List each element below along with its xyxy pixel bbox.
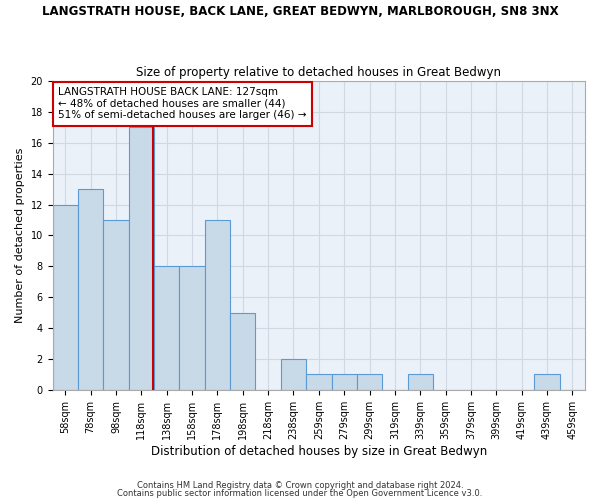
Bar: [535, 374, 560, 390]
Bar: [205, 220, 230, 390]
Bar: [154, 266, 179, 390]
Y-axis label: Number of detached properties: Number of detached properties: [15, 148, 25, 323]
Bar: [281, 359, 306, 390]
Bar: [78, 189, 103, 390]
Bar: [407, 374, 433, 390]
Bar: [53, 204, 78, 390]
Title: Size of property relative to detached houses in Great Bedwyn: Size of property relative to detached ho…: [136, 66, 502, 78]
Bar: [306, 374, 332, 390]
Text: LANGSTRATH HOUSE BACK LANE: 127sqm
← 48% of detached houses are smaller (44)
51%: LANGSTRATH HOUSE BACK LANE: 127sqm ← 48%…: [58, 87, 307, 120]
X-axis label: Distribution of detached houses by size in Great Bedwyn: Distribution of detached houses by size …: [151, 444, 487, 458]
Bar: [103, 220, 129, 390]
Bar: [230, 312, 256, 390]
Bar: [357, 374, 382, 390]
Text: Contains public sector information licensed under the Open Government Licence v3: Contains public sector information licen…: [118, 488, 482, 498]
Bar: [129, 128, 154, 390]
Text: LANGSTRATH HOUSE, BACK LANE, GREAT BEDWYN, MARLBOROUGH, SN8 3NX: LANGSTRATH HOUSE, BACK LANE, GREAT BEDWY…: [41, 5, 559, 18]
Text: Contains HM Land Registry data © Crown copyright and database right 2024.: Contains HM Land Registry data © Crown c…: [137, 481, 463, 490]
Bar: [179, 266, 205, 390]
Bar: [332, 374, 357, 390]
